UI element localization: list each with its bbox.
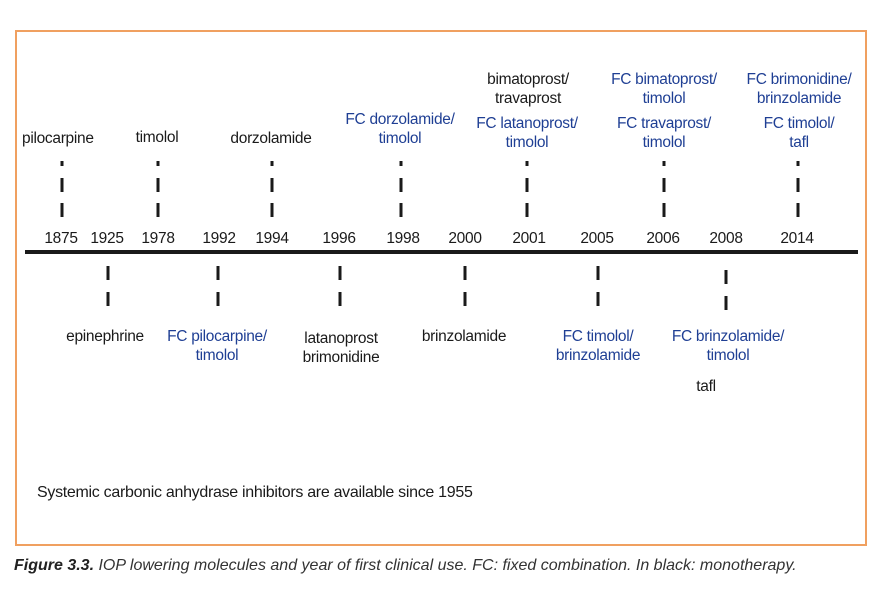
drug-name: tafl [696,378,716,395]
fc-label-above: FC timolol/ tafl [764,114,835,152]
connector-dash [724,270,728,284]
drug-name: timolol [195,347,239,364]
fc-label-above: FC latanoprost/ timolol [476,114,578,152]
connector-dash [156,203,160,217]
year-label: 1978 [141,230,175,247]
drug-name: timolol [642,134,686,151]
connector-dash [463,266,467,280]
drug-name: brinzolamide [756,90,842,107]
drug-name: FC latanoprost/ [476,115,578,132]
drug-label-below: epinephrine [66,327,144,346]
drug-name: FC brimonidine/ [746,71,852,88]
fc-label-above: FC travaprost/ timolol [617,114,711,152]
connector-dash [596,292,600,306]
drug-name: pilocarpine [22,130,94,147]
connector-dash [270,178,274,192]
caption-text: IOP lowering molecules and year of first… [94,557,797,574]
connector-dash [399,203,403,217]
year-label: 1994 [255,230,289,247]
drug-name: timolol [378,130,422,147]
connector-dash [399,178,403,192]
drug-name: FC brinzolamide/ [671,328,785,345]
connector-dash [338,266,342,280]
connector-dash [662,178,666,192]
drug-name: timolol [642,90,686,107]
drug-name: dorzolamide [230,130,312,147]
drug-name: brinzolamide [421,328,507,345]
drug-name: timolol [706,347,750,364]
fc-label-below: FC pilocarpine/ timolol [167,327,267,365]
connector-dash [60,203,64,217]
connector-dash [796,161,800,166]
fc-label-above: FC brimonidine/ brinzolamide [747,70,852,108]
drug-name: FC dorzolamide/ [345,111,455,128]
drug-name: bimatoprost/ [487,71,569,88]
timeline-axis [25,250,858,254]
drug-name: brinzolamide [555,347,641,364]
figure-caption: Figure 3.3. IOP lowering molecules and y… [14,556,876,576]
year-label: 2001 [512,230,546,247]
drug-label-above: dorzolamide [230,129,311,148]
drug-label-above: pilocarpine [22,129,94,148]
fc-label-below: FC brinzolamide/ timolol [671,327,785,365]
year-label: 1992 [202,230,236,247]
figure-frame [15,30,867,546]
drug-name: FC timolol/ [562,328,634,345]
connector-dash [156,161,160,166]
connector-dash [796,178,800,192]
drug-name: epinephrine [66,328,144,345]
drug-name: travaprost [495,90,561,107]
drug-label-above: timolol [136,128,179,147]
connector-dash [662,203,666,217]
connector-dash [216,292,220,306]
connector-dash [106,292,110,306]
year-label: 1996 [322,230,356,247]
connector-dash [724,296,728,310]
drug-name: timolol [505,134,549,151]
drug-name: FC pilocarpine/ [167,328,267,345]
connector-dash [216,266,220,280]
drug-name: tafl [789,134,809,151]
connector-dash [60,178,64,192]
connector-dash [60,161,64,166]
connector-dash [796,203,800,217]
year-label: 1875 [44,230,78,247]
drug-name: timolol [135,129,179,146]
drug-label-below: latanoprost brimonidine [303,329,380,367]
connector-dash [525,161,529,166]
connector-dash [270,161,274,166]
connector-dash [106,266,110,280]
fc-label-above: FC bimatoprost/ timolol [611,70,717,108]
connector-dash [525,178,529,192]
drug-name: latanoprost [304,330,378,347]
year-label: 2006 [646,230,680,247]
caption-label: Figure 3.3. [14,557,95,574]
connector-dash [399,161,403,166]
year-label: 1998 [386,230,420,247]
connector-dash [662,161,666,166]
drug-label-above: bimatoprost/ travaprost [487,70,569,108]
year-label: 2000 [448,230,482,247]
connector-dash [463,292,467,306]
connector-dash [596,266,600,280]
connector-dash [270,203,274,217]
drug-label-below: brinzolamide [421,327,507,346]
drug-name: FC bimatoprost/ [611,71,717,88]
connector-dash [525,203,529,217]
fc-label-below: FC timolol/ brinzolamide [555,327,641,365]
fc-label-above: FC dorzolamide/ timolol [345,110,455,148]
year-label: 2014 [780,230,814,247]
year-label: 1925 [90,230,124,247]
drug-name: brimonidine [302,349,380,366]
footnote: Systemic carbonic anhydrase inhibitors a… [37,484,473,501]
connector-dash [338,292,342,306]
year-label: 2008 [709,230,743,247]
year-label: 2005 [580,230,614,247]
drug-name: FC travaprost/ [617,115,711,132]
drug-label-below: tafl [696,377,716,396]
connector-dash [156,178,160,192]
drug-name: FC timolol/ [763,115,835,132]
